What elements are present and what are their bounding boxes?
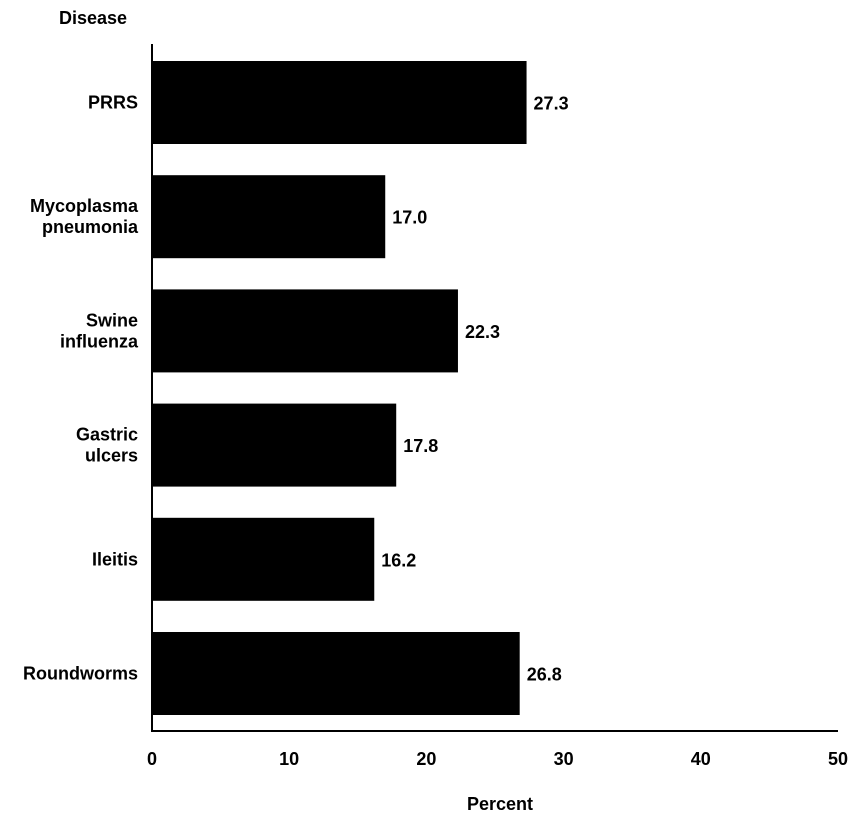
- x-tick-label: 10: [279, 749, 299, 769]
- bar: [152, 517, 375, 601]
- x-tick-label: 30: [554, 749, 574, 769]
- bars-layer: 27.3 PRRS 17.0 Mycoplasma pneumonia 22.3 Swine…: [23, 61, 569, 715]
- category-label-line: Gastric: [76, 425, 138, 445]
- data-label: 16.2: [381, 550, 416, 570]
- category-label-line: pneumonia: [42, 217, 139, 237]
- bar: [152, 632, 520, 715]
- bar: [152, 289, 458, 373]
- x-tick-label: 50: [828, 749, 848, 769]
- category-label: Swine influenza: [60, 310, 139, 351]
- data-label: 17.8: [403, 436, 438, 456]
- category-label-line: Roundworms: [23, 664, 138, 684]
- category-label: PRRS: [88, 93, 138, 113]
- data-label: 27.3: [534, 94, 569, 114]
- y-axis-title: Disease: [59, 8, 127, 28]
- bar: [152, 61, 527, 144]
- category-label: Gastric ulcers: [76, 425, 138, 466]
- x-tick-label: 40: [691, 749, 711, 769]
- category-label: Mycoplasma pneumonia: [30, 196, 139, 237]
- category-label-line: influenza: [60, 331, 139, 351]
- axes-layer: 0 10 20 30 40 50: [147, 44, 848, 769]
- bar: [152, 175, 386, 259]
- bar: [152, 403, 397, 487]
- data-label: 26.8: [527, 665, 562, 685]
- data-label: 22.3: [465, 322, 500, 342]
- x-tick-label: 0: [147, 749, 157, 769]
- category-label-line: ulcers: [85, 446, 138, 466]
- category-label-line: Ileitis: [92, 549, 138, 569]
- category-label-line: PRRS: [88, 93, 138, 113]
- category-label-line: Swine: [86, 310, 138, 330]
- category-label: Ileitis: [92, 549, 138, 569]
- category-label-line: Mycoplasma: [30, 196, 139, 216]
- x-tick-label: 20: [416, 749, 436, 769]
- data-label: 17.0: [392, 208, 427, 228]
- category-label: Roundworms: [23, 664, 138, 684]
- x-axis-title: Percent: [467, 794, 533, 814]
